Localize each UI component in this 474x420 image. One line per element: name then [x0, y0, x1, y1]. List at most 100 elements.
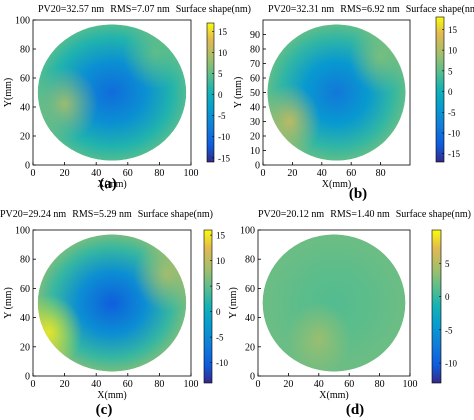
- y-tick-label: 30: [250, 117, 260, 128]
- x-tick-label: 0: [256, 379, 261, 390]
- colorbar-tick-label: 15: [216, 231, 226, 241]
- colorbar-tick-label: 0: [218, 90, 223, 100]
- x-tick-label: 80: [376, 168, 386, 179]
- colorbar-tick-label: 0: [448, 87, 453, 97]
- x-tick-label: 60: [344, 379, 354, 390]
- rms-value: RMS=6.92 nm: [340, 4, 400, 15]
- y-tick-label: 90: [250, 30, 260, 41]
- x-axis-label: X(mm): [97, 179, 126, 190]
- y-tick-label: 0: [25, 372, 30, 383]
- colorbar-tick-label: -10: [448, 129, 460, 139]
- colorbar-title: Surface shape(nm): [138, 209, 213, 220]
- y-tick-label: 50: [250, 88, 260, 99]
- y-tick-label: 60: [20, 284, 30, 295]
- rms-value: RMS=5.29 nm: [72, 209, 132, 220]
- colorbar: [206, 22, 215, 163]
- y-tick-label: 100: [240, 226, 255, 237]
- x-tick-label: 60: [346, 168, 356, 179]
- colorbar: [431, 229, 442, 384]
- y-tick-label: 40: [20, 103, 30, 114]
- surface-map: [267, 24, 406, 161]
- hotspot: [37, 294, 83, 370]
- y-tick-label: 20: [20, 342, 30, 353]
- pv-value: PV20=32.57 nm: [38, 4, 104, 15]
- y-tick-label: 40: [250, 103, 260, 114]
- y-tick-label: 0: [250, 372, 255, 383]
- colorbar-tick-label: -15: [218, 153, 230, 163]
- y-tick-label: 0: [255, 161, 260, 172]
- colorbar-tick-label: -5: [448, 108, 456, 118]
- colorbar-tick-label: 15: [448, 25, 458, 35]
- x-axis-label: X(mm): [319, 390, 348, 401]
- y-tick-label: 100: [15, 226, 30, 237]
- y-tick-label: 0: [25, 161, 30, 172]
- colorbar-tick-label: 5: [448, 66, 453, 76]
- colorbar-title: Surface shape(nm): [176, 4, 251, 15]
- y-tick-label: 80: [20, 255, 30, 266]
- y-tick-label: 70: [250, 59, 260, 70]
- x-tick-label: 20: [60, 168, 70, 179]
- x-tick-label: 20: [60, 379, 70, 390]
- y-axis-label: Y (mm): [233, 77, 244, 109]
- x-tick-label: 80: [154, 168, 164, 179]
- y-axis-label: Y (mm): [3, 287, 14, 319]
- x-tick-label: 40: [314, 379, 324, 390]
- surface-map: [37, 24, 187, 161]
- y-axis-label: Y(mm): [3, 78, 14, 107]
- panel-header: PV20=20.12 nm RMS=1.40 nm Surface shape(nm…: [258, 209, 471, 220]
- x-tick-label: 0: [261, 168, 266, 179]
- x-tick-label: 100: [184, 379, 199, 390]
- y-axis-label: Y (mm): [228, 287, 239, 319]
- hotspot: [122, 24, 187, 90]
- hotspot: [286, 301, 351, 372]
- colorbar-tick-label: 5: [218, 69, 223, 79]
- hotspot: [37, 66, 99, 142]
- x-tick-label: 80: [154, 379, 164, 390]
- y-tick-label: 60: [250, 74, 260, 85]
- x-tick-label: 100: [184, 168, 199, 179]
- x-tick-label: 40: [91, 168, 101, 179]
- colorbar-tick-label: -10: [445, 359, 457, 369]
- x-tick-label: 40: [317, 168, 327, 179]
- colorbar-title: Surface shape(nm): [396, 209, 471, 220]
- colorbar-tick-label: -15: [448, 149, 460, 159]
- x-axis-label: X(mm): [97, 390, 126, 401]
- x-tick-label: 20: [283, 379, 293, 390]
- y-tick-label: 80: [250, 45, 260, 56]
- panel-label: (a): [99, 176, 117, 192]
- colorbar-tick-label: 0: [216, 307, 221, 317]
- y-tick-label: 40: [245, 313, 255, 324]
- colorbar-tick-label: 10: [216, 256, 226, 266]
- y-tick-label: 80: [245, 255, 255, 266]
- x-tick-label: 100: [403, 379, 418, 390]
- panel-label: (d): [346, 402, 364, 418]
- y-tick-label: 40: [20, 313, 30, 324]
- colorbar-tick-label: -5: [216, 333, 224, 343]
- hotspot: [349, 24, 406, 94]
- pv-value: PV20=32.31 nm: [268, 4, 334, 15]
- panel-a: PV20=32.57 nm RMS=7.07 nm Surface shape(nm…: [3, 4, 251, 192]
- panel-header: PV20=29.24 nm RMS=5.29 nm Surface shape(nm…: [0, 209, 213, 220]
- x-tick-label: 80: [375, 379, 385, 390]
- panel-header: PV20=32.31 nm RMS=6.92 nm Surface shape(nm…: [268, 4, 474, 15]
- surface-map: [262, 234, 406, 372]
- panel-b: PV20=32.31 nm RMS=6.92 nm Surface shape(nm…: [233, 4, 474, 202]
- x-tick-label: 40: [91, 379, 101, 390]
- colorbar-tick-label: -5: [445, 325, 453, 335]
- x-tick-label: 60: [123, 168, 133, 179]
- colorbar: [435, 16, 445, 163]
- hotspot: [267, 84, 321, 159]
- pv-value: PV20=20.12 nm: [258, 209, 324, 220]
- colorbar-tick-label: 0: [445, 292, 450, 302]
- x-tick-label: 60: [123, 379, 133, 390]
- panel-header: PV20=32.57 nm RMS=7.07 nm Surface shape(nm…: [38, 4, 251, 15]
- y-tick-label: 60: [20, 74, 30, 85]
- x-tick-label: 0: [31, 168, 36, 179]
- panel-c: PV20=29.24 nm RMS=5.29 nm Surface shape(nm…: [0, 209, 228, 418]
- colorbar-tick-label: 10: [218, 48, 228, 58]
- axes-box: [257, 229, 411, 377]
- panel-d: PV20=20.12 nm RMS=1.40 nm Surface shape(nm…: [228, 209, 471, 418]
- colorbar: [203, 229, 213, 384]
- pv-value: PV20=29.24 nm: [0, 209, 66, 220]
